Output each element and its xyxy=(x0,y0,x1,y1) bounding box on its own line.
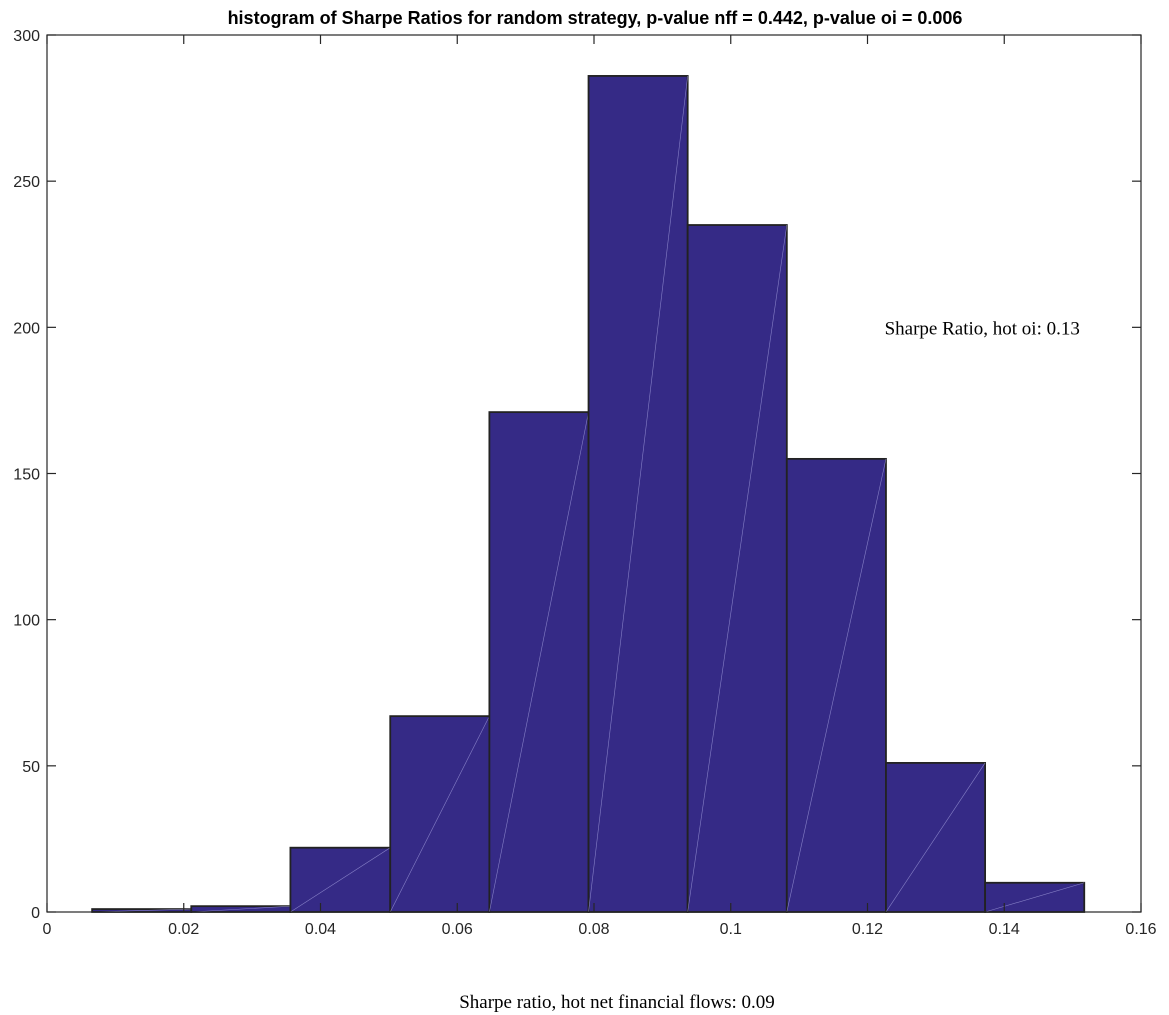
x-tick-label: 0.08 xyxy=(578,921,609,938)
x-tick-label: 0.16 xyxy=(1125,921,1156,938)
bar-diagonal xyxy=(389,716,490,913)
bar-diagonal xyxy=(588,75,688,913)
x-tick-label: 0.12 xyxy=(852,921,883,938)
y-tick-label: 0 xyxy=(31,905,40,922)
bar-diagonal xyxy=(786,458,887,913)
y-tick-label: 250 xyxy=(13,174,40,191)
x-tick-label: 0.04 xyxy=(305,921,336,938)
bar-diagonal xyxy=(489,412,589,913)
axes xyxy=(46,34,1142,913)
bar-diagonal xyxy=(885,762,986,913)
bar-diagonal xyxy=(290,847,391,913)
x-tick-label: 0 xyxy=(43,921,52,938)
tick-labels: 0 0.02 0.04 0.06 0.08 0.1 0.12 0.14 0.16 0 50 100 15… xyxy=(13,28,1156,938)
x-axis-label: Sharpe ratio, hot net financial flows: 0… xyxy=(459,992,775,1013)
x-tick-label: 0.02 xyxy=(168,921,199,938)
annotation-text: Sharpe Ratio, hot oi: 0.13 xyxy=(885,318,1080,339)
histogram-bars xyxy=(91,75,1086,913)
bar-diagonal xyxy=(687,224,788,913)
bar-diagonal xyxy=(985,882,1085,913)
y-tick-label: 200 xyxy=(13,320,40,337)
y-tick-label: 300 xyxy=(13,28,40,45)
y-tick-label: 150 xyxy=(13,467,40,484)
annotations: Sharpe Ratio, hot oi: 0.13 xyxy=(885,318,1080,339)
y-tick-label: 100 xyxy=(13,613,40,630)
x-tick-label: 0.14 xyxy=(989,921,1020,938)
x-tick-label: 0.06 xyxy=(442,921,473,938)
x-tick-label: 0.1 xyxy=(720,921,742,938)
y-tick-label: 50 xyxy=(22,759,40,776)
bar-diagonal xyxy=(191,905,291,913)
chart-title: histogram of Sharpe Ratios for random st… xyxy=(228,8,963,28)
